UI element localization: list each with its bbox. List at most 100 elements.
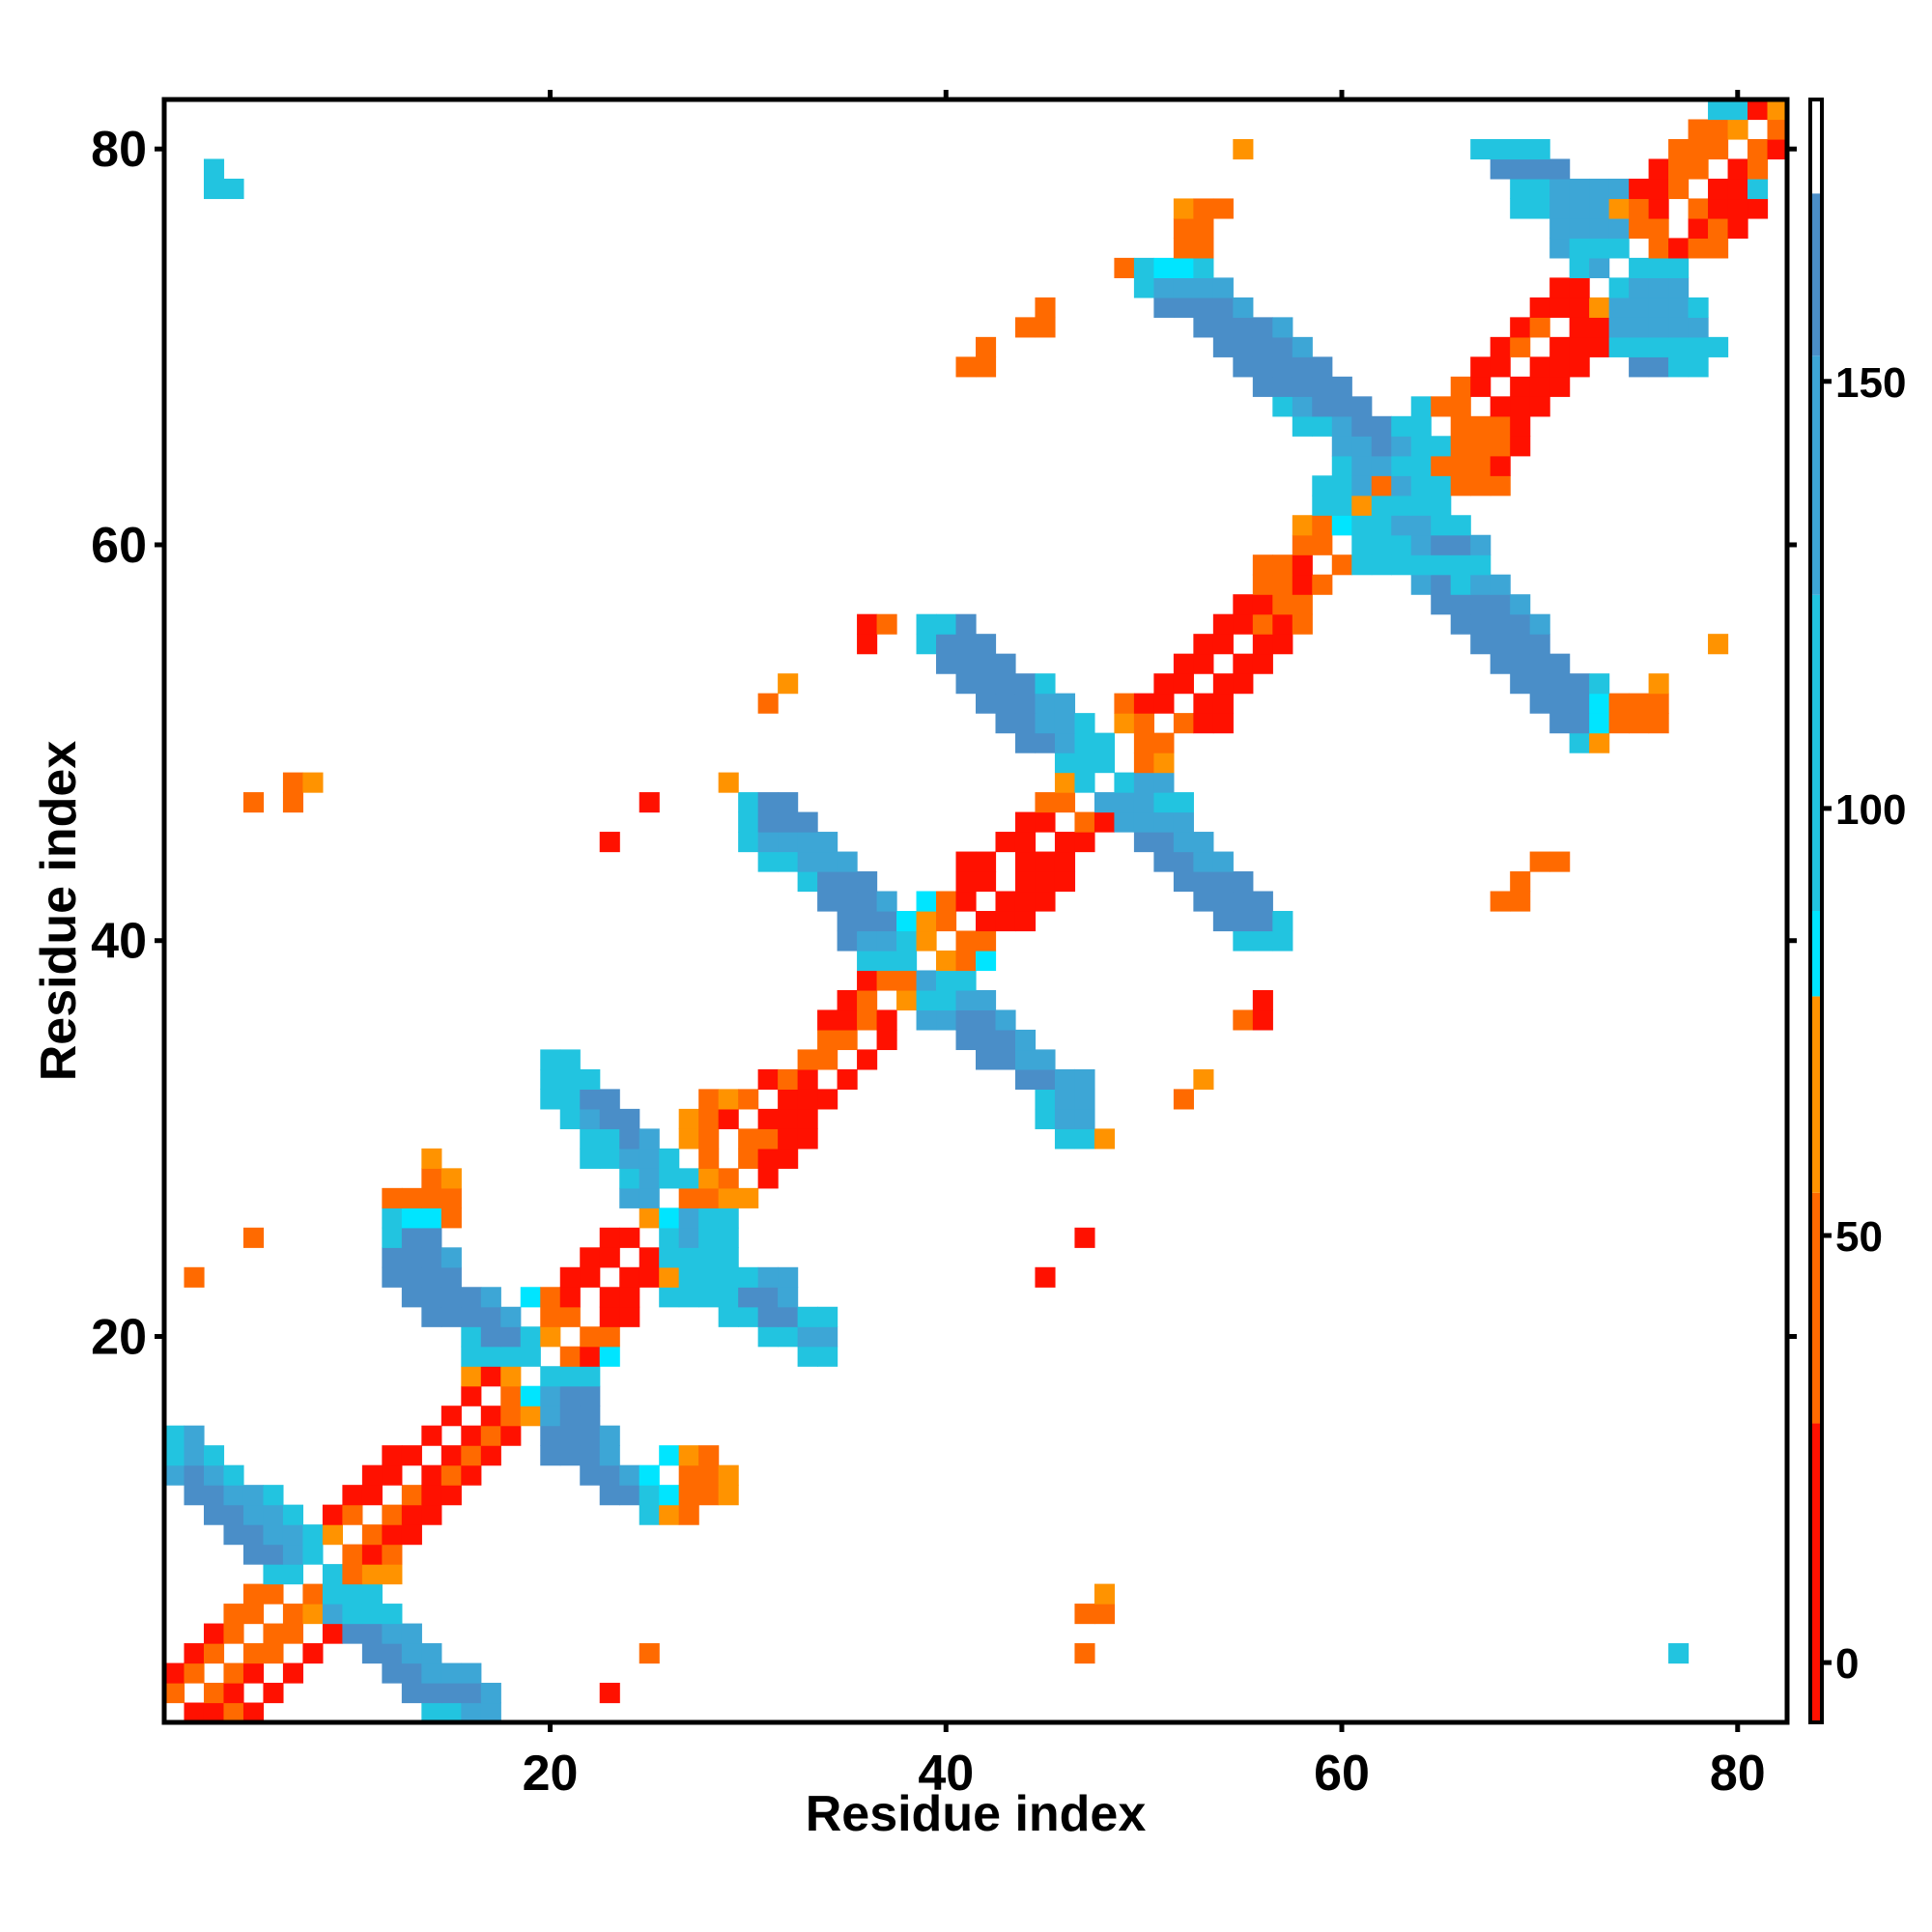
heatmap-cell — [778, 832, 799, 853]
heatmap-cell — [1351, 396, 1373, 417]
y-tick-label: 40 — [91, 914, 147, 970]
heatmap-cell — [361, 1564, 383, 1585]
heatmap-cell — [1490, 891, 1511, 912]
heatmap-cell — [440, 1464, 462, 1486]
heatmap-cell — [203, 1683, 225, 1704]
heatmap-cell — [599, 1485, 620, 1506]
heatmap-cell — [361, 1524, 383, 1546]
heatmap-cell — [1014, 891, 1037, 912]
heatmap-cell — [1569, 693, 1590, 714]
heatmap-cell — [778, 1089, 799, 1110]
heatmap-cell — [976, 634, 997, 655]
heatmap-cell — [1410, 436, 1432, 457]
heatmap-cell — [1272, 554, 1293, 576]
heatmap-cell — [718, 1287, 739, 1308]
heatmap-cell — [184, 1445, 205, 1466]
heatmap-cell — [1252, 634, 1273, 655]
heatmap-cell — [1173, 1089, 1194, 1110]
heatmap-cell — [1193, 634, 1214, 655]
heatmap-cell — [599, 1227, 620, 1248]
heatmap-cell — [1014, 851, 1037, 872]
heatmap-cell — [857, 1009, 878, 1031]
heatmap-cell — [976, 673, 997, 695]
heatmap-cell — [995, 713, 1016, 734]
heatmap-cell — [1569, 198, 1590, 219]
heatmap-cell — [936, 911, 957, 932]
heatmap-cell — [1747, 138, 1769, 160]
heatmap-cell — [361, 1464, 383, 1486]
heatmap-cell — [1233, 138, 1254, 160]
heatmap-cell — [1153, 673, 1175, 695]
heatmap-cell — [1431, 475, 1452, 497]
heatmap-cell — [1233, 911, 1254, 932]
heatmap-cell — [976, 1009, 997, 1031]
heatmap-cell — [837, 891, 858, 912]
heatmap-cell — [421, 1662, 442, 1684]
heatmap-cell — [282, 1504, 304, 1525]
heatmap-cell — [1470, 475, 1492, 497]
heatmap-cell — [1648, 693, 1669, 714]
heatmap-cell — [401, 1187, 422, 1208]
heatmap-cell — [1470, 356, 1492, 378]
heatmap-cell — [1193, 297, 1214, 318]
heatmap-cell — [1569, 732, 1590, 753]
heatmap-cell — [1549, 238, 1571, 259]
heatmap-cell — [1133, 792, 1154, 813]
heatmap-cell — [1153, 732, 1175, 753]
heatmap-cell — [184, 1702, 205, 1723]
heatmap-cell — [223, 1485, 244, 1506]
heatmap-cell — [1490, 138, 1511, 160]
heatmap-cell — [1272, 911, 1293, 932]
heatmap-cell — [1767, 99, 1788, 121]
heatmap-cell — [1153, 693, 1175, 714]
heatmap-cell — [678, 1504, 699, 1525]
heatmap-cell — [500, 1306, 522, 1327]
heatmap-cell — [500, 1346, 522, 1367]
heatmap-cell — [718, 1089, 739, 1110]
heatmap-cell — [738, 832, 759, 853]
heatmap-cell — [599, 1247, 620, 1268]
heatmap-cell — [797, 1049, 818, 1070]
heatmap-cell — [1054, 832, 1076, 853]
heatmap-cell — [1569, 178, 1590, 200]
heatmap-cell — [678, 1227, 699, 1248]
heatmap-cell — [1193, 238, 1214, 259]
heatmap-cell — [797, 1089, 818, 1110]
heatmap-cell — [1589, 693, 1610, 714]
heatmap-cell — [401, 1623, 422, 1644]
heatmap-cell — [1351, 534, 1373, 555]
heatmap-cell — [1410, 495, 1432, 516]
heatmap-cell — [837, 989, 858, 1011]
heatmap-cell — [857, 989, 878, 1011]
heatmap-cell — [1490, 475, 1511, 497]
heatmap-cell — [559, 1425, 581, 1446]
heatmap-cell — [698, 1128, 720, 1150]
heatmap-cell — [421, 1306, 442, 1327]
colorbar-tick-label: 100 — [1835, 786, 1906, 834]
colorbar-segment — [1810, 1423, 1822, 1722]
heatmap-cell — [599, 1108, 620, 1129]
heatmap-cell — [540, 1326, 561, 1348]
heatmap-cell — [1292, 356, 1313, 378]
heatmap-cell — [757, 693, 779, 714]
heatmap-cell — [659, 1247, 680, 1268]
heatmap-cell — [1035, 1089, 1056, 1110]
heatmap-cell — [639, 1148, 660, 1169]
heatmap-cell — [757, 851, 779, 872]
heatmap-cell — [1391, 415, 1412, 437]
heatmap-cell — [1212, 871, 1234, 893]
heatmap-cell — [1727, 158, 1748, 180]
heatmap-cell — [559, 1366, 581, 1387]
heatmap-cell — [1233, 297, 1254, 318]
heatmap-cell — [659, 1227, 680, 1248]
heatmap-cell — [223, 1662, 244, 1684]
heatmap-cell — [242, 1485, 265, 1506]
heatmap-cell — [1450, 554, 1471, 576]
heatmap-cell — [1054, 851, 1076, 872]
heatmap-cell — [1035, 713, 1056, 734]
heatmap-cell — [1431, 574, 1452, 595]
colorbar-segment — [1810, 1192, 1822, 1424]
heatmap-cell — [1153, 832, 1175, 853]
heatmap-cell — [1074, 1643, 1095, 1664]
